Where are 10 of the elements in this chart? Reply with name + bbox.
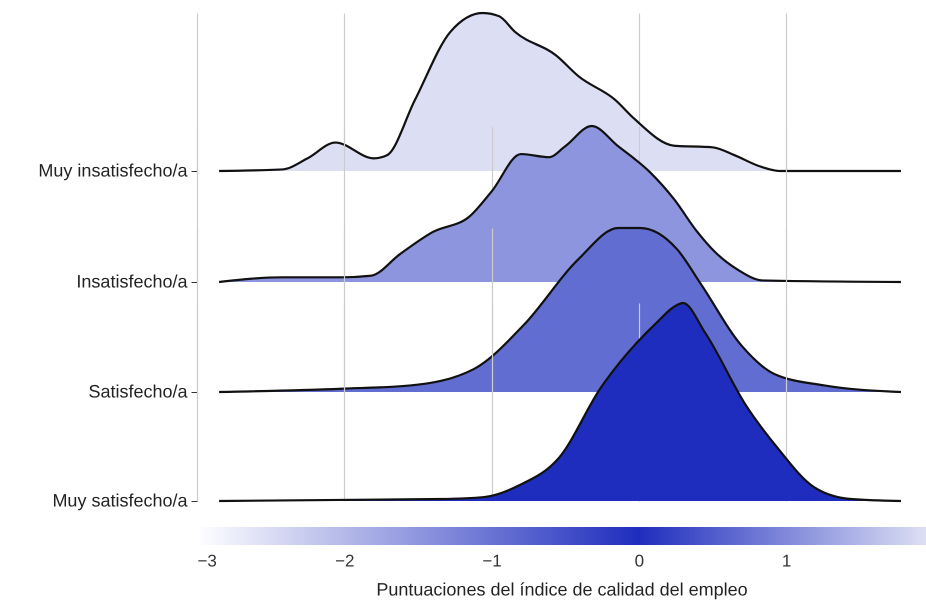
x-axis-title: Puntuaciones del índice de calidad del empleo <box>376 580 748 600</box>
x-tick-label: 0 <box>634 552 644 570</box>
y-axis-title: Satisfecho/a <box>88 382 188 402</box>
y-axis-title: Muy insatisfecho/a <box>38 160 188 180</box>
x-tick-label: 1 <box>782 552 792 570</box>
x-tick-label: −2 <box>335 552 354 570</box>
x-tick-label: −3 <box>198 552 217 570</box>
x-tick-label: −1 <box>482 552 502 570</box>
y-axis-title: Insatisfecho/a <box>76 272 188 292</box>
y-axis-title: Muy satisfecho/a <box>52 490 188 510</box>
